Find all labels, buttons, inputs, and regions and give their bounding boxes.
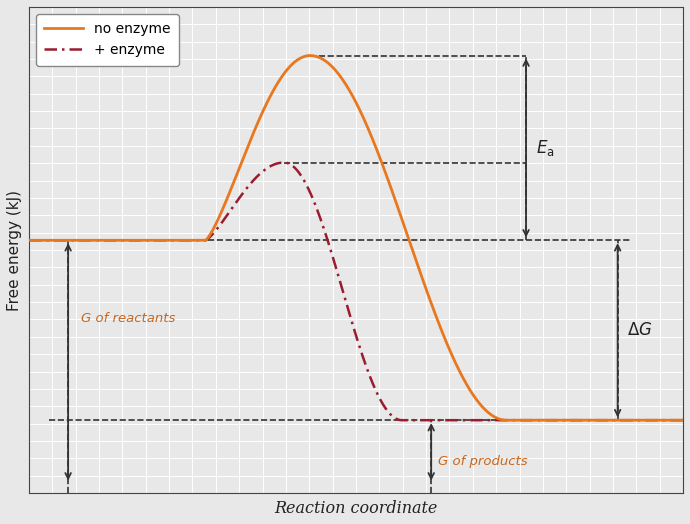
Text: G of reactants: G of reactants xyxy=(81,312,175,324)
Legend: no enzyme, + enzyme: no enzyme, + enzyme xyxy=(36,14,179,66)
X-axis label: Reaction coordinate: Reaction coordinate xyxy=(275,500,437,517)
Text: $E_{\mathrm{a}}$: $E_{\mathrm{a}}$ xyxy=(536,138,555,158)
Text: G of products: G of products xyxy=(437,455,527,468)
Y-axis label: Free energy (kJ): Free energy (kJ) xyxy=(7,190,22,311)
Text: $\Delta G$: $\Delta G$ xyxy=(627,322,653,339)
